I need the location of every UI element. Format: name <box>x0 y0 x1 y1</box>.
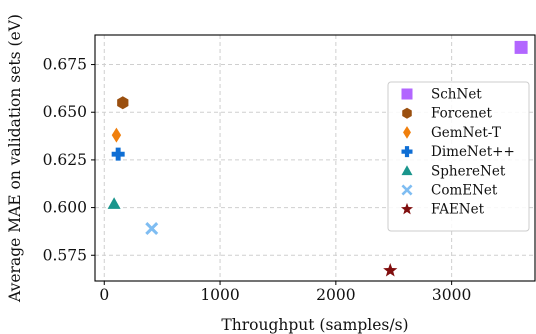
legend-marker-square <box>401 88 413 100</box>
y-tick-label: 0.625 <box>43 151 87 169</box>
y-tick-label: 0.600 <box>43 199 87 217</box>
y-tick-label: 0.575 <box>43 246 87 264</box>
data-point-triangle <box>107 197 121 209</box>
legend: SchNet Forcenet GemNet-T DimeNet++ SphereNet… <box>387 81 530 232</box>
legend-label: SphereNet <box>431 163 506 179</box>
data-point-square <box>514 40 528 54</box>
legend-label: FAENet <box>431 202 485 218</box>
legend-label: GemNet-T <box>431 125 501 141</box>
legend-box <box>387 81 530 232</box>
y-axis-label: Average MAE on validation sets (eV) <box>6 14 24 303</box>
axis-ticks: 0 1000 2000 3000 0.575 0.600 0.625 0.650 0.675 <box>43 56 472 304</box>
legend-label: DimeNet++ <box>431 144 515 160</box>
legend-marker-star <box>400 202 414 215</box>
x-tick-label: 2000 <box>316 286 355 304</box>
x-tick-label: 3000 <box>432 286 471 304</box>
data-point-hexagon <box>117 96 129 110</box>
legend-label: Forcenet <box>431 106 492 122</box>
legend-label: SchNet <box>431 87 482 103</box>
legend-marker-diamond <box>403 126 411 139</box>
data-points <box>107 40 528 277</box>
x-tick-label: 0 <box>99 286 109 304</box>
data-point-star <box>383 263 398 277</box>
data-point-diamond <box>111 127 122 143</box>
data-point-x <box>145 222 159 236</box>
legend-marker-plus <box>401 146 413 158</box>
y-tick-label: 0.675 <box>43 56 87 74</box>
legend-marker-triangle <box>401 165 413 176</box>
legend-label: ComENet <box>431 183 498 199</box>
legend-marker-hexagon <box>402 107 412 119</box>
x-axis-label: Throughput (samples/s) <box>221 316 408 334</box>
x-tick-label: 1000 <box>200 286 239 304</box>
plot-frame <box>94 34 536 282</box>
data-point-plus <box>111 147 125 161</box>
legend-marker-x <box>401 184 413 196</box>
y-tick-label: 0.650 <box>43 103 87 121</box>
